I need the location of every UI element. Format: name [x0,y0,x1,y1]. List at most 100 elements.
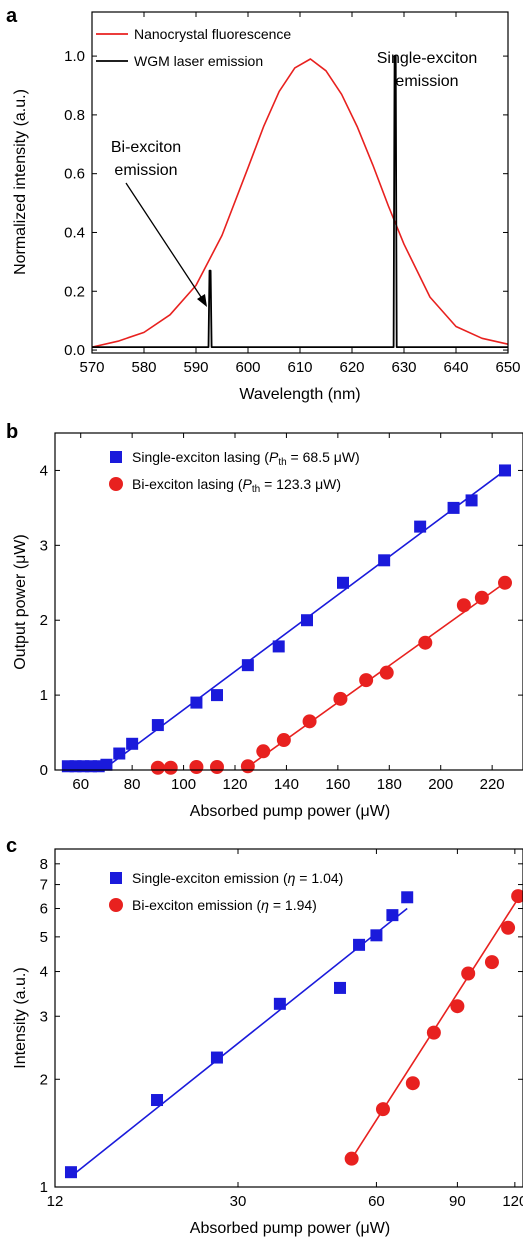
b-bi-lasing-point [302,714,317,729]
annotation-arrow-shaft [125,182,204,301]
c-ytick-label: 3 [40,1008,48,1025]
b-single-lasing-point [301,614,313,627]
legend-label-single-lasing: Single-exciton lasing (Pth = 68.5 μW) [132,449,360,468]
c-xtick-label: 90 [449,1193,466,1210]
b-single-lasing-point [272,640,285,653]
b-single-lasing-point [414,520,427,533]
b-bi-lasing-point [276,733,291,748]
b-bi-lasing-point [150,760,165,775]
c-single-emission-point [151,1094,164,1107]
c-bi-emission-point [511,889,523,904]
b-bi-lasing-point [240,759,255,774]
plot-frame-c [54,848,523,1188]
b-single-lasing-point [337,576,349,589]
legend-marker-single-emission [110,872,122,884]
a-xtick-label: 630 [391,359,416,376]
b-xtick-label: 60 [72,776,89,793]
panel-c: c 1230609012012345678 Absorbed pump powe… [6,835,523,1237]
c-ytick-label: 1 [40,1179,48,1196]
annotation-singleexciton-line2: emission [395,73,458,90]
b-single-lasing-point [113,747,126,760]
annotation-biexciton-line1: Bi-exciton [111,139,181,156]
panel-a: a 570 580 590 600 610 620 630 640 650 0.0 0.2 0.4 0.… [6,5,521,403]
wgm-laser-curve [92,55,508,349]
legend-label-fluorescence: Nanocrystal fluorescence [134,26,291,42]
legend-label-wgm: WGM laser emission [134,53,263,69]
b-bi-lasing-point [498,575,512,590]
a-ytick-label: 0.0 [64,342,85,359]
legend-label-bi-emission: Bi-exciton emission (η = 1.94) [132,897,317,913]
c-bi-emission-point [450,999,465,1014]
annotation-singleexciton-line1: Single-exciton [377,50,478,67]
b-single-lasing-point [190,696,203,709]
b-xtick-label: 180 [377,776,402,793]
c-ytick-label: 2 [40,1071,48,1088]
annotation-biexciton-line2: emission [114,162,177,179]
c-bi-emission-point [484,955,499,970]
c-bi-emission-point [375,1102,390,1117]
b-ytick-label: 4 [40,462,48,479]
b-ytick-label: 3 [40,537,48,554]
b-single-lasing-point [151,719,164,732]
y-axis-label-a: Normalized intensity (a.u.) [12,89,29,275]
a-xtick-label: 640 [443,359,468,376]
panel-label-b: b [6,421,18,443]
y-axis-label-b: Output power (μW) [12,534,29,669]
b-bi-lasing-point [163,760,178,775]
c-ytick-label: 4 [40,964,48,981]
legend-label-bi-lasing: Bi-exciton lasing (Pth = 123.3 μW) [132,476,341,495]
c-ytick-label: 5 [40,929,48,946]
fluorescence-curve [91,58,509,348]
b-single-lasing-point [241,659,254,672]
a-ytick-label: 1.0 [64,48,85,65]
x-axis-label-b: Absorbed pump power (μW) [190,803,390,820]
c-bi-emission-point [344,1151,359,1166]
c-single-emission-fit-line [70,907,408,1178]
c-ytick-label: 8 [40,856,48,873]
c-single-emission-point [401,891,414,904]
b-ytick-label: 2 [40,612,48,629]
a-ytick-label: 0.8 [64,107,85,124]
c-single-emission-point [210,1051,223,1064]
panel-label-a: a [6,5,18,27]
legend-marker-single-lasing [110,451,122,463]
c-ytick-label: 7 [40,877,48,894]
b-bi-lasing-point [379,665,394,680]
b-xtick-label: 220 [480,776,505,793]
a-xtick-label: 570 [79,359,104,376]
legend-marker-bi-lasing [109,477,123,491]
annotation-arrow-head [197,294,207,307]
b-xtick-label: 200 [428,776,453,793]
a-xtick-label: 580 [131,359,156,376]
c-single-emission-point [334,981,347,994]
b-single-lasing-point [100,758,113,771]
c-single-emission-point [386,909,399,922]
a-ytick-label: 0.4 [64,224,85,241]
a-ytick-label: 0.6 [64,166,85,183]
b-single-lasing-point [465,494,478,507]
c-xtick-label: 12 [47,1193,64,1210]
a-xtick-label: 590 [183,359,208,376]
c-xtick-label: 30 [230,1193,247,1210]
a-xtick-label: 600 [235,359,260,376]
b-bi-lasing-point [256,744,271,759]
b-single-lasing-point [378,554,391,567]
b-bi-lasing-point [456,598,471,613]
b-xtick-label: 80 [124,776,141,793]
plot-frame-a [91,11,509,354]
y-axis-label-c: Intensity (a.u.) [12,967,29,1068]
b-ytick-label: 1 [40,687,48,704]
c-single-emission-point [273,997,286,1010]
a-xtick-label: 620 [339,359,364,376]
c-single-emission-point [353,938,366,951]
c-bi-emission-point [501,920,516,935]
b-bi-lasing-point [474,590,489,605]
c-bi-emission-point [461,966,476,981]
b-ytick-label: 0 [40,762,48,779]
b-single-lasing-point [126,737,139,750]
panel-label-c: c [6,835,17,857]
a-xtick-label: 610 [287,359,312,376]
b-bi-lasing-point [359,673,374,688]
c-bi-emission-point [405,1076,420,1091]
